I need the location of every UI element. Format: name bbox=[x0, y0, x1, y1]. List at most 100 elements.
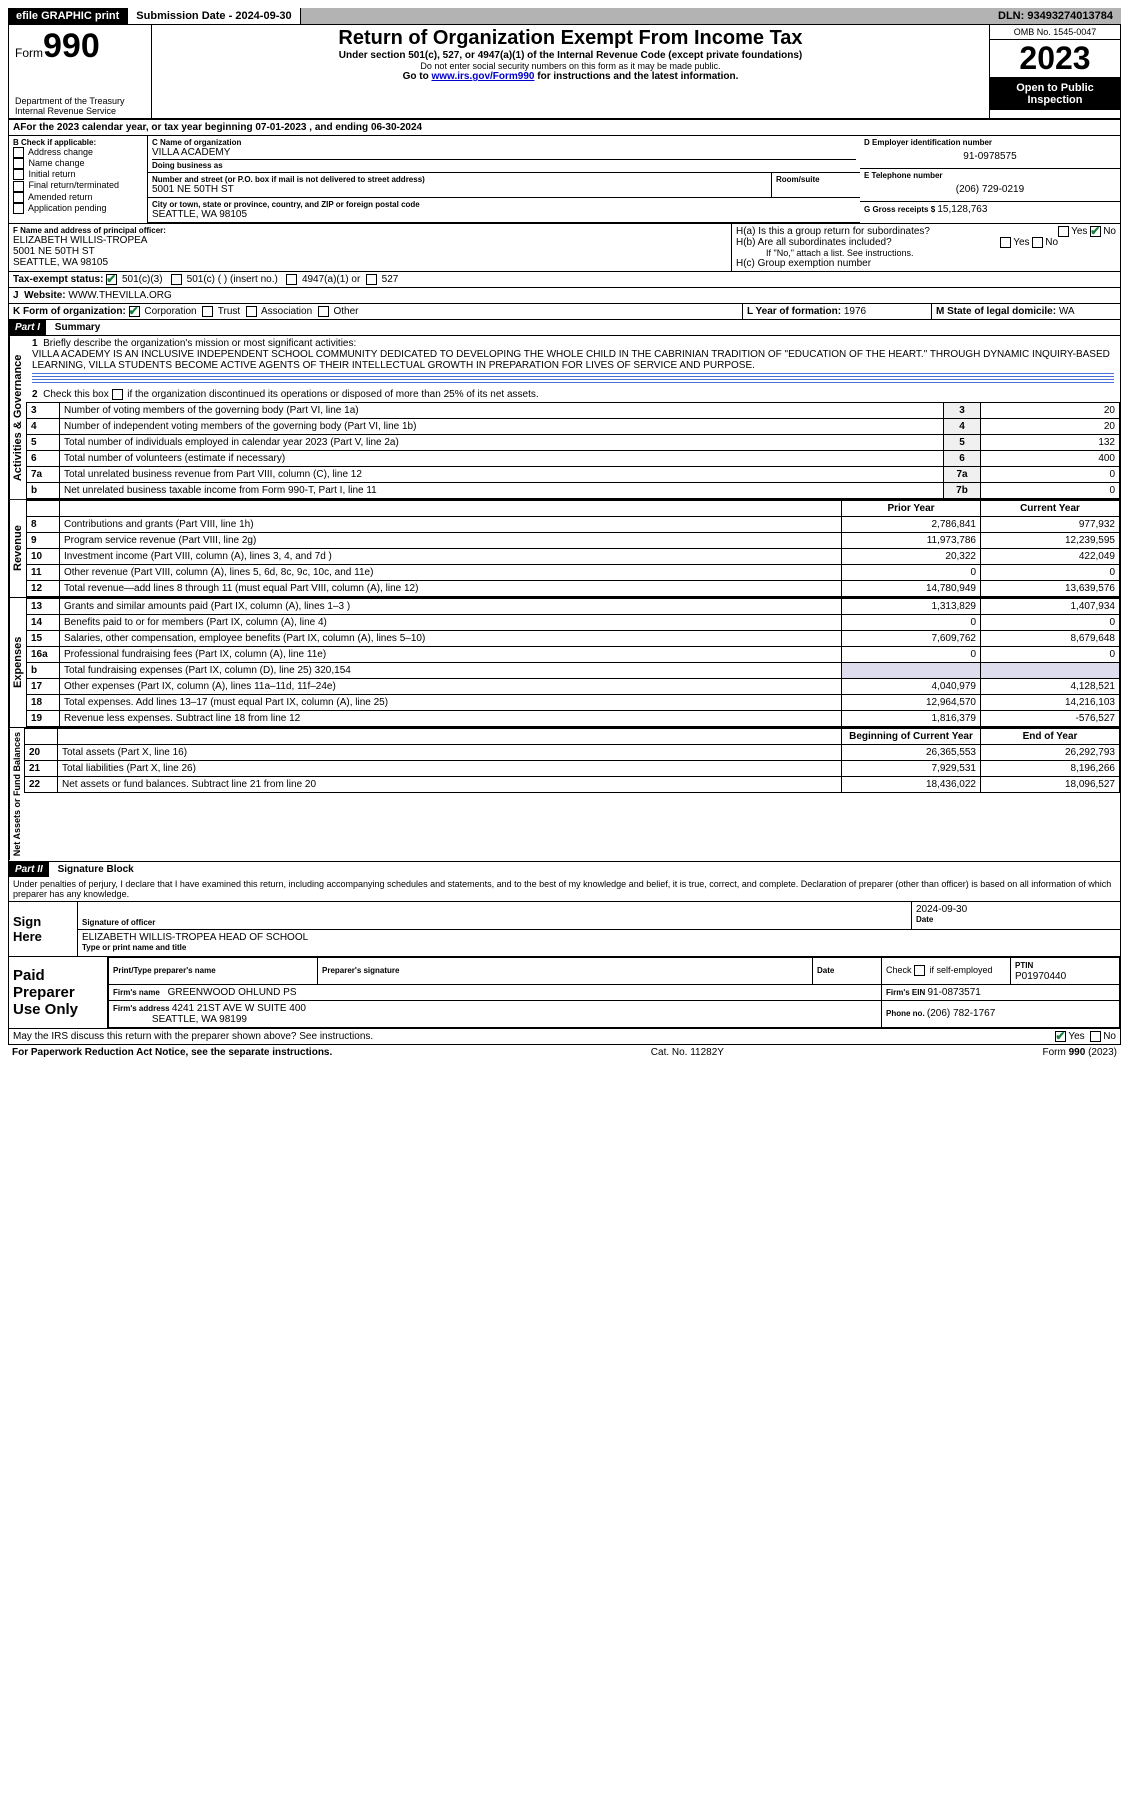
officer-addr1: 5001 NE 50TH ST bbox=[13, 246, 727, 257]
irs-label: Internal Revenue Service bbox=[15, 106, 145, 116]
box-c-name-label: C Name of organization bbox=[152, 138, 856, 147]
mission-text: VILLA ACADEMY IS AN INCLUSIVE INDEPENDEN… bbox=[32, 349, 1110, 371]
telephone: (206) 729-0219 bbox=[864, 180, 1116, 199]
sig-date-label: Date bbox=[916, 915, 1116, 924]
footer-left: For Paperwork Reduction Act Notice, see … bbox=[12, 1047, 332, 1058]
q2-checkbox[interactable] bbox=[112, 389, 123, 400]
q2-text: Check this box if the organization disco… bbox=[43, 389, 539, 400]
gov-line: 7aTotal unrelated business revenue from … bbox=[27, 467, 1120, 483]
box-h-b-note: If "No," attach a list. See instructions… bbox=[736, 248, 1116, 258]
box-g-label: G Gross receipts $ bbox=[864, 205, 937, 214]
firm-name: GREENWOOD OHLUND PS bbox=[168, 987, 297, 998]
officer-name: ELIZABETH WILLIS-TROPEA bbox=[13, 235, 727, 246]
dba-label: Doing business as bbox=[152, 161, 856, 170]
city-label: City or town, state or province, country… bbox=[152, 200, 856, 209]
form-subtitle-1: Under section 501(c), 527, or 4947(a)(1)… bbox=[158, 50, 983, 61]
top-bar: efile GRAPHIC print Submission Date - 20… bbox=[8, 8, 1121, 24]
box-b-item: Address change bbox=[13, 147, 143, 158]
part-ii-title: Signature Block bbox=[52, 862, 140, 877]
501c3-checkbox[interactable] bbox=[106, 274, 117, 285]
part-ii-header: Part II bbox=[9, 862, 49, 877]
website: WWW.THEVILLA.ORG bbox=[68, 290, 171, 301]
data-line: 22Net assets or fund balances. Subtract … bbox=[25, 777, 1120, 793]
data-line: 15Salaries, other compensation, employee… bbox=[27, 631, 1120, 647]
hb-yes-checkbox[interactable] bbox=[1000, 237, 1011, 248]
data-line: 21Total liabilities (Part X, line 26)7,9… bbox=[25, 761, 1120, 777]
addr-label: Number and street (or P.O. box if mail i… bbox=[152, 175, 767, 184]
data-line: 9Program service revenue (Part VIII, lin… bbox=[27, 533, 1120, 549]
instructions-link[interactable]: www.irs.gov/Form990 bbox=[431, 71, 534, 82]
year-formation: 1976 bbox=[844, 306, 866, 317]
box-e-label: E Telephone number bbox=[864, 171, 1116, 180]
4947-checkbox[interactable] bbox=[286, 274, 297, 285]
data-line: 10Investment income (Part VIII, column (… bbox=[27, 549, 1120, 565]
paid-preparer-label: Paid Preparer Use Only bbox=[9, 957, 108, 1028]
box-b-item: Final return/terminated bbox=[13, 180, 143, 191]
footer-right: Form 990 (2023) bbox=[1043, 1047, 1117, 1058]
gov-line: 3Number of voting members of the governi… bbox=[27, 403, 1120, 419]
open-public-badge: Open to Public Inspection bbox=[990, 78, 1120, 110]
side-expenses: Expenses bbox=[9, 598, 26, 727]
box-b-label: B Check if applicable: bbox=[13, 138, 143, 147]
officer-addr2: SEATTLE, WA 98105 bbox=[13, 257, 727, 268]
part-i-header: Part I bbox=[9, 320, 46, 335]
gross-receipts: 15,128,763 bbox=[937, 204, 987, 215]
side-governance: Activities & Governance bbox=[9, 336, 26, 499]
corp-checkbox[interactable] bbox=[129, 306, 140, 317]
gov-line: bNet unrelated business taxable income f… bbox=[27, 483, 1120, 499]
discuss-no-checkbox[interactable] bbox=[1090, 1031, 1101, 1042]
hb-no-checkbox[interactable] bbox=[1032, 237, 1043, 248]
firm-addr2: SEATTLE, WA 98199 bbox=[152, 1014, 247, 1025]
data-line: bTotal fundraising expenses (Part IX, co… bbox=[27, 663, 1120, 679]
box-b-item: Name change bbox=[13, 158, 143, 169]
data-line: 18Total expenses. Add lines 13–17 (must … bbox=[27, 695, 1120, 711]
ha-no-checkbox[interactable] bbox=[1090, 226, 1101, 237]
501c-checkbox[interactable] bbox=[171, 274, 182, 285]
part-i-title: Summary bbox=[49, 320, 107, 335]
type-name-label: Type or print name and title bbox=[82, 943, 1116, 952]
box-h-b: H(b) Are all subordinates included? Yes … bbox=[736, 237, 1116, 248]
527-checkbox[interactable] bbox=[366, 274, 377, 285]
gov-line: 4Number of independent voting members of… bbox=[27, 419, 1120, 435]
form-subtitle-2: Do not enter social security numbers on … bbox=[158, 61, 983, 71]
form-number: Form990 bbox=[15, 27, 145, 66]
box-i-label: Tax-exempt status: bbox=[13, 274, 103, 285]
self-employed-check: Check if self-employed bbox=[882, 957, 1011, 984]
box-h-a: H(a) Is this a group return for subordin… bbox=[736, 226, 1116, 237]
discuss-yes-checkbox[interactable] bbox=[1055, 1031, 1066, 1042]
q1-label: Briefly describe the organization's miss… bbox=[43, 338, 356, 349]
data-line: 14Benefits paid to or for members (Part … bbox=[27, 615, 1120, 631]
discuss-question: May the IRS discuss this return with the… bbox=[13, 1031, 1055, 1042]
data-line: 12Total revenue—add lines 8 through 11 (… bbox=[27, 581, 1120, 597]
box-b-item: Initial return bbox=[13, 169, 143, 180]
org-city: SEATTLE, WA 98105 bbox=[152, 209, 856, 220]
ptin: P01970440 bbox=[1015, 971, 1066, 982]
ein: 91-0978575 bbox=[864, 147, 1116, 166]
firm-ein: 91-0873571 bbox=[927, 987, 980, 998]
box-j-label: Website: bbox=[24, 290, 68, 301]
other-checkbox[interactable] bbox=[318, 306, 329, 317]
data-line: 16aProfessional fundraising fees (Part I… bbox=[27, 647, 1120, 663]
dln: DLN: 93493274013784 bbox=[990, 8, 1121, 24]
trust-checkbox[interactable] bbox=[202, 306, 213, 317]
org-name: VILLA ACADEMY bbox=[152, 147, 856, 158]
form-title: Return of Organization Exempt From Incom… bbox=[158, 27, 983, 50]
line-a: AFor the 2023 calendar year, or tax year… bbox=[9, 120, 1120, 136]
data-line: 13Grants and similar amounts paid (Part … bbox=[27, 599, 1120, 615]
ha-yes-checkbox[interactable] bbox=[1058, 226, 1069, 237]
firm-addr1: 4241 21ST AVE W SUITE 400 bbox=[172, 1003, 306, 1014]
gov-line: 5Total number of individuals employed in… bbox=[27, 435, 1120, 451]
gov-line: 6Total number of volunteers (estimate if… bbox=[27, 451, 1120, 467]
side-netassets: Net Assets or Fund Balances bbox=[9, 728, 24, 860]
room-label: Room/suite bbox=[776, 175, 856, 184]
box-d-label: D Employer identification number bbox=[864, 138, 1116, 147]
data-line: 8Contributions and grants (Part VIII, li… bbox=[27, 517, 1120, 533]
box-k-label: K Form of organization: bbox=[13, 306, 126, 317]
data-line: 20Total assets (Part X, line 16)26,365,5… bbox=[25, 745, 1120, 761]
data-line: 11Other revenue (Part VIII, column (A), … bbox=[27, 565, 1120, 581]
sig-date: 2024-09-30 bbox=[916, 904, 1116, 915]
assoc-checkbox[interactable] bbox=[246, 306, 257, 317]
state-domicile: WA bbox=[1059, 306, 1075, 317]
efile-label[interactable]: efile GRAPHIC print bbox=[8, 8, 128, 24]
data-line: 19Revenue less expenses. Subtract line 1… bbox=[27, 711, 1120, 727]
